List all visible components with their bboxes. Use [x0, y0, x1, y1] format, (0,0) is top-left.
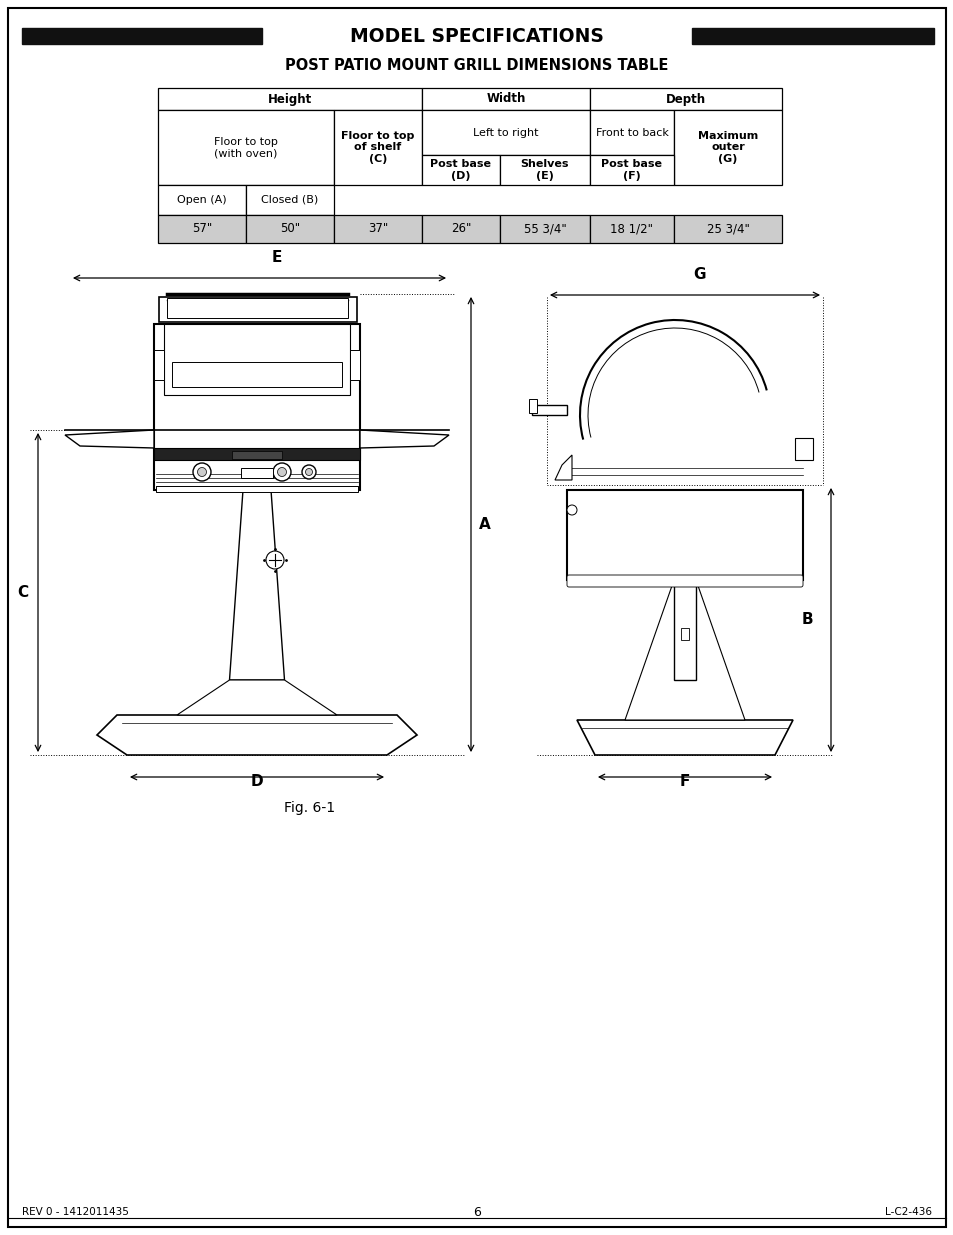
Circle shape: [566, 505, 577, 515]
Bar: [499, 215, 589, 243]
Text: Width: Width: [486, 93, 525, 105]
Bar: [673, 215, 781, 243]
Bar: [350, 350, 359, 380]
Text: F: F: [679, 774, 689, 789]
Text: A: A: [478, 517, 490, 532]
Text: Post base
(F): Post base (F): [601, 159, 661, 180]
Bar: [499, 156, 589, 185]
Bar: [566, 490, 802, 580]
Text: 6: 6: [473, 1205, 480, 1219]
Bar: [158, 110, 334, 185]
Circle shape: [302, 466, 315, 479]
Circle shape: [197, 468, 206, 477]
Text: 57": 57": [192, 222, 212, 236]
Text: B: B: [801, 613, 812, 627]
Bar: [246, 215, 334, 243]
Polygon shape: [65, 430, 153, 448]
Text: Depth: Depth: [665, 93, 705, 105]
Bar: [153, 350, 164, 380]
Bar: [158, 88, 421, 110]
Polygon shape: [673, 580, 696, 680]
Polygon shape: [177, 680, 336, 715]
Text: G: G: [693, 267, 705, 282]
Bar: [589, 156, 673, 185]
Polygon shape: [159, 296, 356, 322]
Bar: [172, 362, 341, 387]
Bar: [421, 110, 589, 156]
Text: 55 3/4": 55 3/4": [523, 222, 566, 236]
Text: Height: Height: [268, 93, 312, 105]
Bar: [680, 629, 688, 640]
Circle shape: [273, 463, 291, 480]
Polygon shape: [577, 720, 792, 755]
Bar: [589, 88, 781, 110]
Bar: [241, 468, 273, 478]
Bar: [164, 324, 350, 395]
Bar: [158, 185, 246, 215]
Bar: [589, 110, 673, 156]
Text: 25 3/4": 25 3/4": [706, 222, 749, 236]
Bar: [167, 298, 348, 317]
Bar: [421, 88, 589, 110]
Text: 26": 26": [451, 222, 471, 236]
Bar: [153, 448, 359, 459]
Text: Open (A): Open (A): [177, 195, 227, 205]
Bar: [589, 215, 673, 243]
Text: 37": 37": [368, 222, 388, 236]
Text: REV 0 - 1412011435: REV 0 - 1412011435: [22, 1207, 129, 1216]
Bar: [22, 28, 262, 44]
Bar: [529, 399, 537, 412]
Bar: [246, 185, 334, 215]
Text: Floor to top
(with oven): Floor to top (with oven): [213, 137, 277, 158]
Text: 18 1/2": 18 1/2": [610, 222, 653, 236]
Text: Floor to top
of shelf
(C): Floor to top of shelf (C): [341, 131, 415, 164]
Text: Left to right: Left to right: [473, 127, 538, 137]
Polygon shape: [624, 580, 744, 720]
Text: Closed (B): Closed (B): [261, 195, 318, 205]
Text: 50": 50": [279, 222, 300, 236]
Polygon shape: [359, 430, 449, 448]
Text: D: D: [251, 774, 263, 789]
Text: L-C2-436: L-C2-436: [884, 1207, 931, 1216]
Text: POST PATIO MOUNT GRILL DIMENSIONS TABLE: POST PATIO MOUNT GRILL DIMENSIONS TABLE: [285, 58, 668, 73]
Text: E: E: [272, 249, 282, 266]
Bar: [421, 156, 499, 185]
Text: Front to back: Front to back: [595, 127, 668, 137]
Bar: [334, 215, 421, 243]
Circle shape: [266, 551, 284, 569]
Bar: [532, 405, 566, 415]
Bar: [421, 215, 499, 243]
FancyBboxPatch shape: [566, 576, 802, 587]
Polygon shape: [555, 454, 572, 480]
Circle shape: [193, 463, 211, 480]
Bar: [334, 110, 421, 185]
Text: Fig. 6-1: Fig. 6-1: [284, 802, 335, 815]
Bar: [232, 451, 282, 459]
Polygon shape: [230, 490, 284, 680]
Bar: [153, 324, 359, 490]
Bar: [691, 28, 933, 44]
Text: MODEL SPECIFICATIONS: MODEL SPECIFICATIONS: [350, 26, 603, 46]
Polygon shape: [97, 715, 416, 755]
Circle shape: [305, 468, 313, 475]
Text: Post base
(D): Post base (D): [430, 159, 491, 180]
Bar: [158, 215, 246, 243]
Circle shape: [277, 468, 286, 477]
Text: Shelves
(E): Shelves (E): [520, 159, 569, 180]
Bar: [156, 487, 357, 492]
Bar: [673, 110, 781, 185]
Text: C: C: [17, 585, 28, 600]
Text: Maximum
outer
(G): Maximum outer (G): [698, 131, 758, 164]
Bar: [794, 438, 812, 459]
